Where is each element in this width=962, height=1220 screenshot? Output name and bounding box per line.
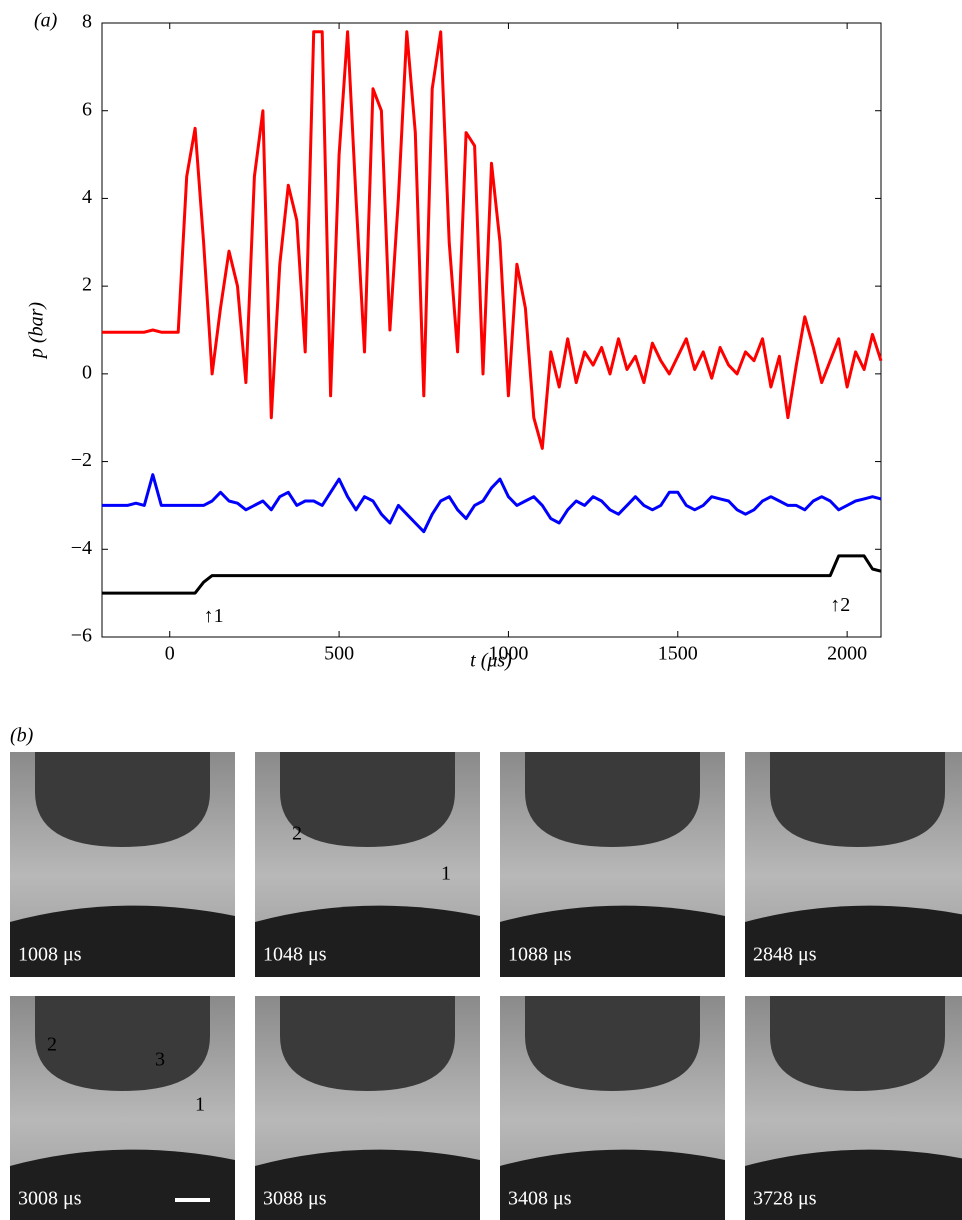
y-tick-label: 8 xyxy=(82,11,92,33)
y-tick-label: −6 xyxy=(71,625,92,647)
photo-content xyxy=(745,752,962,977)
y-tick-label: −4 xyxy=(71,537,92,559)
photo-nozzle xyxy=(525,752,700,847)
x-tick-label: 500 xyxy=(324,643,354,665)
photo-time: 2848 μs xyxy=(753,944,817,966)
series-line xyxy=(102,554,882,595)
annotation: ↑1 xyxy=(204,605,224,627)
plot-frame xyxy=(101,22,882,638)
photo: 1088 μs xyxy=(500,752,725,977)
y-tick-label: −2 xyxy=(71,449,92,471)
series-line xyxy=(102,30,883,450)
photo-content xyxy=(255,996,480,1220)
photo-shadow xyxy=(255,905,480,977)
y-tick-label: 4 xyxy=(82,186,92,208)
photo-nozzle xyxy=(280,996,455,1091)
photo-marker: 3 xyxy=(155,1049,165,1071)
photo-content xyxy=(10,752,235,977)
annotation: ↑2 xyxy=(830,594,850,616)
x-tick-label: 1000 xyxy=(488,643,528,665)
photo-shadow xyxy=(745,1149,962,1220)
photo-nozzle xyxy=(280,752,455,847)
photo-shadow xyxy=(500,905,725,977)
photo-time: 3008 μs xyxy=(18,1188,82,1210)
photo-nozzle xyxy=(770,996,945,1091)
photo-shadow xyxy=(500,1149,725,1220)
photo-marker: 2 xyxy=(47,1034,57,1056)
panel-label: (b) xyxy=(10,725,34,747)
photo: 2848 μs xyxy=(745,752,962,977)
photo-shadow xyxy=(10,905,235,977)
y-tick-label: 2 xyxy=(82,274,92,296)
photo: 3008 μs 2 3 1 xyxy=(10,996,235,1220)
x-axis-label: t (μs) xyxy=(470,650,512,672)
photo-time: 1048 μs xyxy=(263,944,327,966)
panel-label: (a) xyxy=(34,10,58,32)
photo-time: 1008 μs xyxy=(18,944,82,966)
photo-shadow xyxy=(10,1149,235,1220)
photo-content xyxy=(745,996,962,1220)
photo-time: 1088 μs xyxy=(508,944,572,966)
photo-marker: 1 xyxy=(441,863,451,885)
photo-nozzle xyxy=(35,996,210,1091)
photo-content xyxy=(10,996,235,1220)
photo-time: 3088 μs xyxy=(263,1188,327,1210)
photo: 3408 μs xyxy=(500,996,725,1220)
photo-marker: 2 xyxy=(292,823,302,845)
series-line xyxy=(102,473,882,534)
photo-time: 3408 μs xyxy=(508,1188,572,1210)
photo-nozzle xyxy=(770,752,945,847)
photo-content xyxy=(500,752,725,977)
photo-marker: 1 xyxy=(195,1094,205,1116)
photo-time: 3728 μs xyxy=(753,1188,817,1210)
photo: 3088 μs xyxy=(255,996,480,1220)
x-tick-label: 2000 xyxy=(827,643,867,665)
y-tick-label: 6 xyxy=(82,98,92,120)
y-tick-label: 0 xyxy=(82,361,92,383)
photo: 3728 μs xyxy=(745,996,962,1220)
y-axis-label: p (bar) xyxy=(26,302,48,360)
photo: 1048 μs 2 1 xyxy=(255,752,480,977)
x-tick-label: 1500 xyxy=(658,643,698,665)
photo-content xyxy=(500,996,725,1220)
photo-shadow xyxy=(745,905,962,977)
photo-nozzle xyxy=(35,752,210,847)
photo-nozzle xyxy=(525,996,700,1091)
photo-content xyxy=(255,752,480,977)
photo-shadow xyxy=(255,1149,480,1220)
photo: 1008 μs xyxy=(10,752,235,977)
x-tick-label: 0 xyxy=(165,643,175,665)
